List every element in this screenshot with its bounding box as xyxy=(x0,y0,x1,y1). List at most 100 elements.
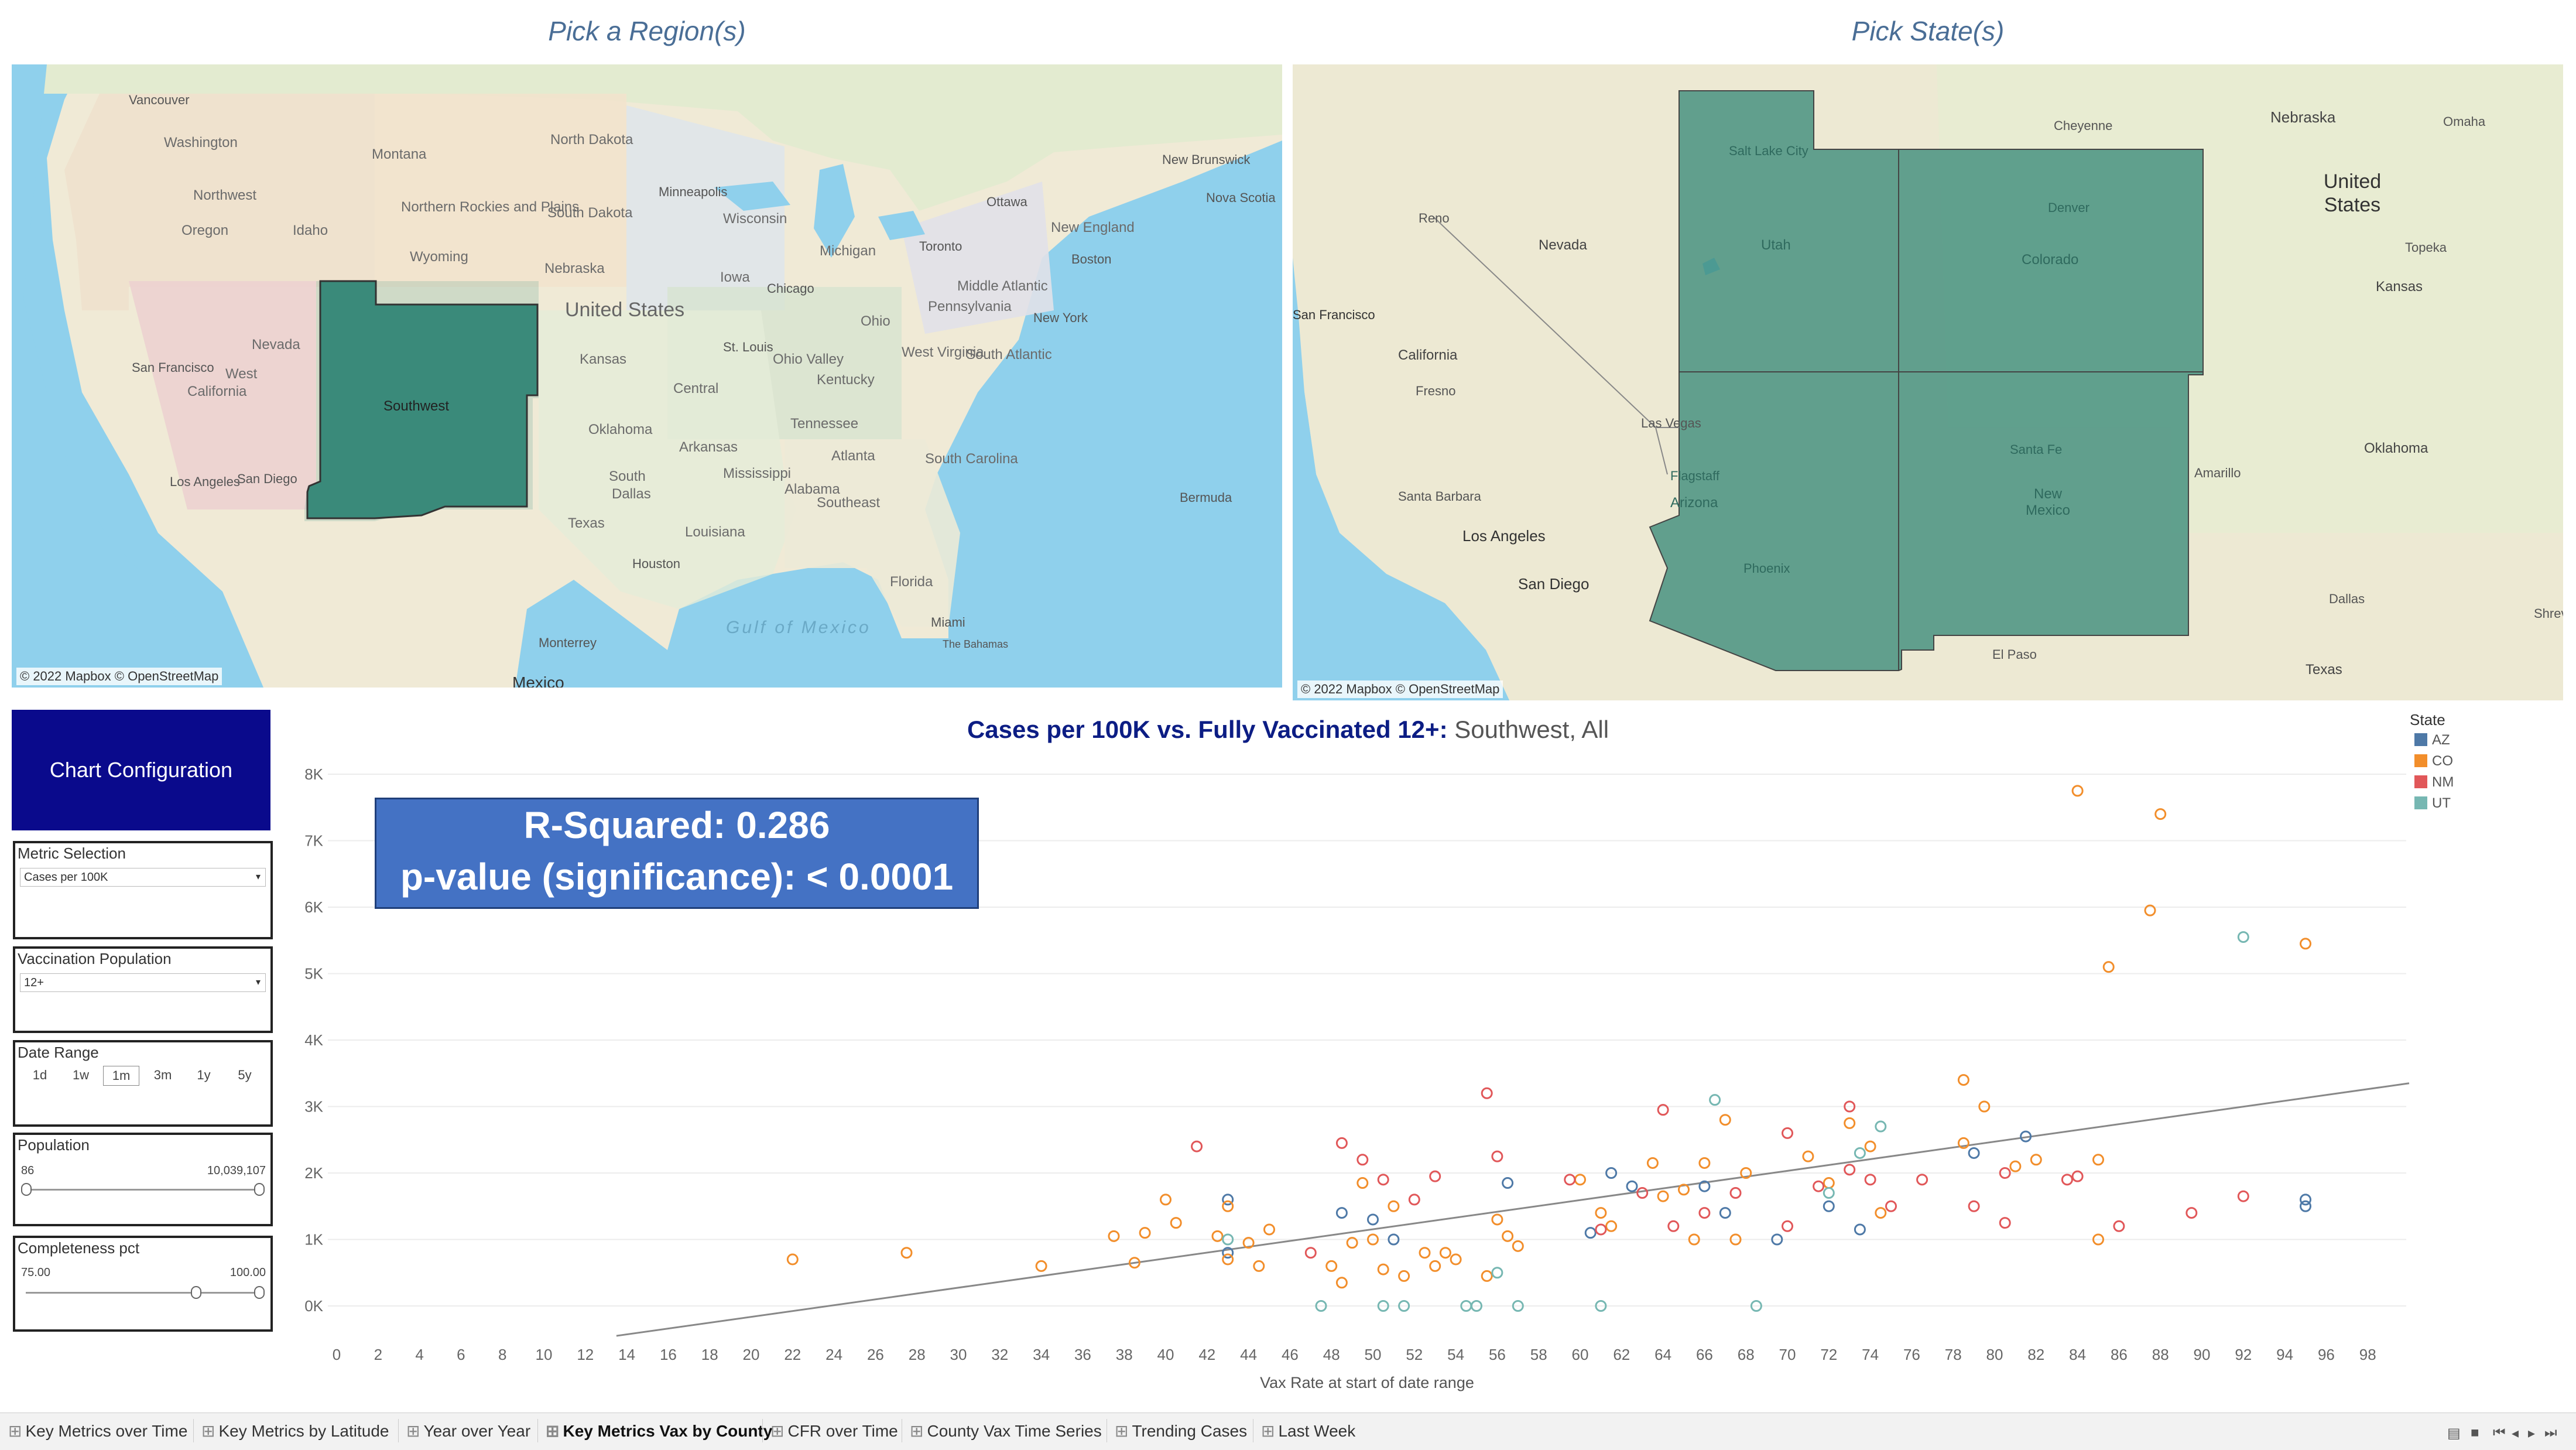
x-tick-label: 24 xyxy=(825,1346,842,1363)
map-label: Minneapolis xyxy=(659,184,728,199)
x-tick-label: 4 xyxy=(415,1346,423,1363)
data-point-co xyxy=(1429,1260,1441,1272)
legend-item-az[interactable]: AZ xyxy=(2414,732,2450,748)
show-sheet-sorter-icon[interactable]: ▤ xyxy=(2447,1425,2461,1441)
map-label: Nevada xyxy=(252,337,300,353)
x-tick-label: 64 xyxy=(1654,1346,1671,1363)
map-label: Texas xyxy=(568,515,605,531)
data-point-co xyxy=(1035,1260,1047,1272)
state-map[interactable]: Cheyenne Nebraska Omaha United States Sa… xyxy=(1293,64,2563,700)
map-label: New England xyxy=(1051,220,1135,235)
date-range-option-1m[interactable]: 1m xyxy=(103,1066,139,1086)
data-point-co xyxy=(1450,1253,1462,1266)
x-tick-label: 72 xyxy=(1820,1346,1837,1363)
map-label: Central xyxy=(673,381,719,396)
legend-label-ut: UT xyxy=(2432,795,2451,811)
data-point-co xyxy=(1356,1177,1369,1189)
date-range-option-5y[interactable]: 5y xyxy=(238,1068,252,1082)
y-tick-label: 0K xyxy=(304,1297,323,1315)
population-slider-min-handle[interactable] xyxy=(21,1183,32,1196)
chart-configuration-header: Chart Configuration xyxy=(12,710,270,830)
map-label: South xyxy=(609,468,646,484)
data-point-az xyxy=(1968,1147,1980,1159)
legend-label-az: AZ xyxy=(2432,732,2450,748)
data-point-az xyxy=(1626,1180,1638,1192)
first-sheet-icon[interactable]: ⏮ xyxy=(2493,1425,2506,1441)
data-point-co xyxy=(1139,1227,1151,1239)
x-tick-label: 86 xyxy=(2111,1346,2128,1363)
x-tick-label: 2 xyxy=(374,1346,382,1363)
date-range-option-1y[interactable]: 1y xyxy=(197,1068,211,1082)
next-sheet-icon[interactable]: ▸ xyxy=(2528,1425,2536,1441)
date-range-option-1d[interactable]: 1d xyxy=(32,1068,47,1082)
tab-last-week[interactable]: ⊞ Last Week xyxy=(1261,1421,1355,1441)
date-range-option-1w[interactable]: 1w xyxy=(72,1068,90,1082)
legend-label-nm: NM xyxy=(2432,774,2454,790)
data-point-co xyxy=(1864,1140,1876,1153)
tab-key-metrics-by-latitude[interactable]: ⊞ Key Metrics by Latitude xyxy=(201,1421,389,1441)
tab-trending-cases[interactable]: ⊞ Trending Cases xyxy=(1115,1421,1247,1441)
last-sheet-icon[interactable]: ⏭ xyxy=(2544,1425,2557,1441)
data-point-co xyxy=(900,1247,913,1259)
sheet-icon: ⊞ xyxy=(546,1422,560,1440)
date-range-option-3m[interactable]: 3m xyxy=(153,1068,172,1082)
map-label: Alabama xyxy=(785,481,840,497)
data-point-co xyxy=(786,1253,799,1266)
legend-item-ut[interactable]: UT xyxy=(2414,795,2451,812)
population-slider-max-handle[interactable] xyxy=(254,1183,265,1196)
data-point-nm xyxy=(1356,1154,1369,1166)
y-tick-label: 4K xyxy=(304,1031,323,1049)
x-tick-label: 94 xyxy=(2276,1346,2293,1363)
completeness-slider-track[interactable] xyxy=(26,1292,260,1294)
x-tick-label: 32 xyxy=(991,1346,1008,1363)
x-tick-label: 6 xyxy=(457,1346,465,1363)
data-point-az xyxy=(1584,1227,1597,1239)
data-point-nm xyxy=(1636,1187,1649,1199)
tab-county-vax-time-series[interactable]: ⊞ County Vax Time Series xyxy=(910,1421,1102,1441)
completeness-slider-max-handle[interactable] xyxy=(254,1286,265,1299)
y-tick-label: 3K xyxy=(304,1098,323,1116)
vaccination-population-dropdown[interactable]: 12+ ▾ xyxy=(20,973,266,992)
population-title: Population xyxy=(18,1136,90,1154)
tab-label: Key Metrics by Latitude xyxy=(218,1422,389,1440)
legend-item-nm[interactable]: NM xyxy=(2414,774,2454,791)
x-tick-label: 22 xyxy=(784,1346,801,1363)
x-tick-label: 16 xyxy=(660,1346,677,1363)
map-label: Santa Barbara xyxy=(1398,489,1481,504)
metric-selection-dropdown[interactable]: Cases per 100K ▾ xyxy=(20,868,266,887)
data-point-nm xyxy=(1698,1207,1711,1219)
legend-swatch-co xyxy=(2414,754,2427,767)
data-point-ut xyxy=(1875,1120,1887,1133)
completeness-slider-min-handle[interactable] xyxy=(191,1286,201,1299)
x-tick-label: 26 xyxy=(867,1346,884,1363)
x-tick-label: 36 xyxy=(1074,1346,1091,1363)
data-point-ut xyxy=(1823,1187,1835,1199)
map-label: Kansas xyxy=(2376,279,2423,295)
tab-year-over-year[interactable]: ⊞ Year over Year xyxy=(406,1421,530,1441)
tab-key-metrics-vax-by-county[interactable]: ⊞ Key Metrics Vax by County xyxy=(546,1421,772,1441)
legend-swatch-az xyxy=(2414,733,2427,746)
show-filmstrip-icon[interactable]: ■ xyxy=(2471,1425,2479,1441)
tab-label: Year over Year xyxy=(423,1422,531,1440)
legend-item-co[interactable]: CO xyxy=(2414,753,2453,770)
tab-label: CFR over Time xyxy=(787,1422,898,1440)
y-tick-label: 8K xyxy=(304,765,323,783)
map-label: Florida xyxy=(890,574,933,590)
tab-key-metrics-over-time[interactable]: ⊞ Key Metrics over Time xyxy=(8,1421,187,1441)
data-point-co xyxy=(1957,1074,1969,1086)
data-point-co xyxy=(1491,1213,1503,1226)
region-map[interactable]: Southwest Vancouver Washington Montana N… xyxy=(12,64,1282,688)
tab-label: Last Week xyxy=(1278,1422,1356,1440)
chevron-down-icon: ▾ xyxy=(255,872,261,882)
data-point-ut xyxy=(1398,1300,1410,1312)
region-map-title: Pick a Region(s) xyxy=(548,16,746,46)
data-point-co xyxy=(1698,1157,1711,1169)
data-point-nm xyxy=(1782,1127,1793,1139)
previous-sheet-icon[interactable]: ◂ xyxy=(2512,1425,2519,1441)
map-label: Washington xyxy=(164,135,238,151)
tab-cfr-over-time[interactable]: ⊞ CFR over Time xyxy=(770,1421,898,1441)
x-tick-label: 58 xyxy=(1530,1346,1547,1363)
map-label: Southeast xyxy=(817,495,881,511)
population-slider-track[interactable] xyxy=(26,1189,260,1191)
